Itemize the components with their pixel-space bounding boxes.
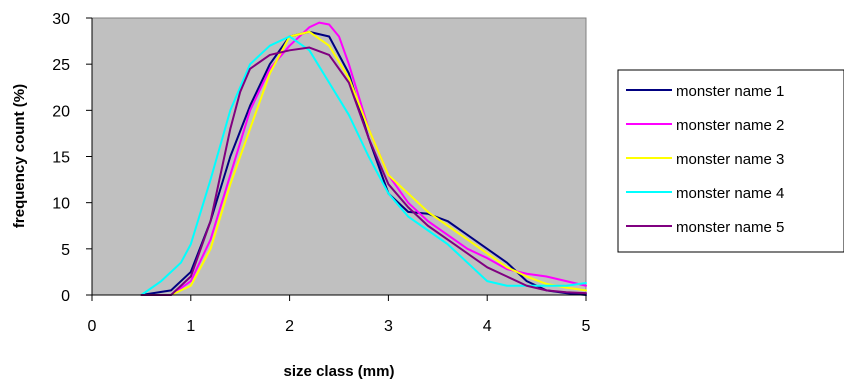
legend-items: monster name 1 monster name 2 monster name… [626, 83, 784, 236]
series-layer [140, 21, 587, 296]
x-tick-label: 0 [88, 318, 97, 335]
y-tick-label: 10 [52, 196, 70, 213]
legend-label-3: monster name 3 [676, 151, 784, 168]
y-tick-label: 20 [52, 103, 70, 120]
series-line-3 [140, 30, 587, 296]
x-axis-title: size class (mm) [284, 363, 395, 380]
x-tick-label: 5 [582, 318, 591, 335]
series-line-5 [140, 46, 587, 296]
y-tick-label: 5 [61, 242, 70, 259]
plot-area [91, 17, 587, 296]
y-axis-title: frequency count (%) [11, 84, 28, 228]
ticks-layer: 0 1 2 3 4 5 0 5 10 15 20 25 30 [52, 11, 590, 335]
y-tick-label: 15 [52, 150, 70, 167]
legend-label-2: monster name 2 [676, 117, 784, 134]
x-tick-label: 3 [384, 318, 393, 335]
x-tick-label: 4 [483, 318, 492, 335]
x-tick-label: 1 [186, 318, 195, 335]
series-line-2 [140, 21, 587, 296]
y-tick-label: 0 [61, 288, 70, 305]
legend: monster name 1 monster name 2 monster name… [617, 69, 844, 253]
x-tick-label: 2 [285, 318, 294, 335]
series-line-4 [140, 35, 587, 296]
legend-box [617, 69, 844, 253]
legend-label-1: monster name 1 [676, 83, 784, 100]
legend-label-4: monster name 4 [676, 185, 784, 202]
y-tick-label: 30 [52, 11, 70, 28]
y-tick-label: 25 [52, 57, 70, 74]
legend-label-5: monster name 5 [676, 219, 784, 236]
